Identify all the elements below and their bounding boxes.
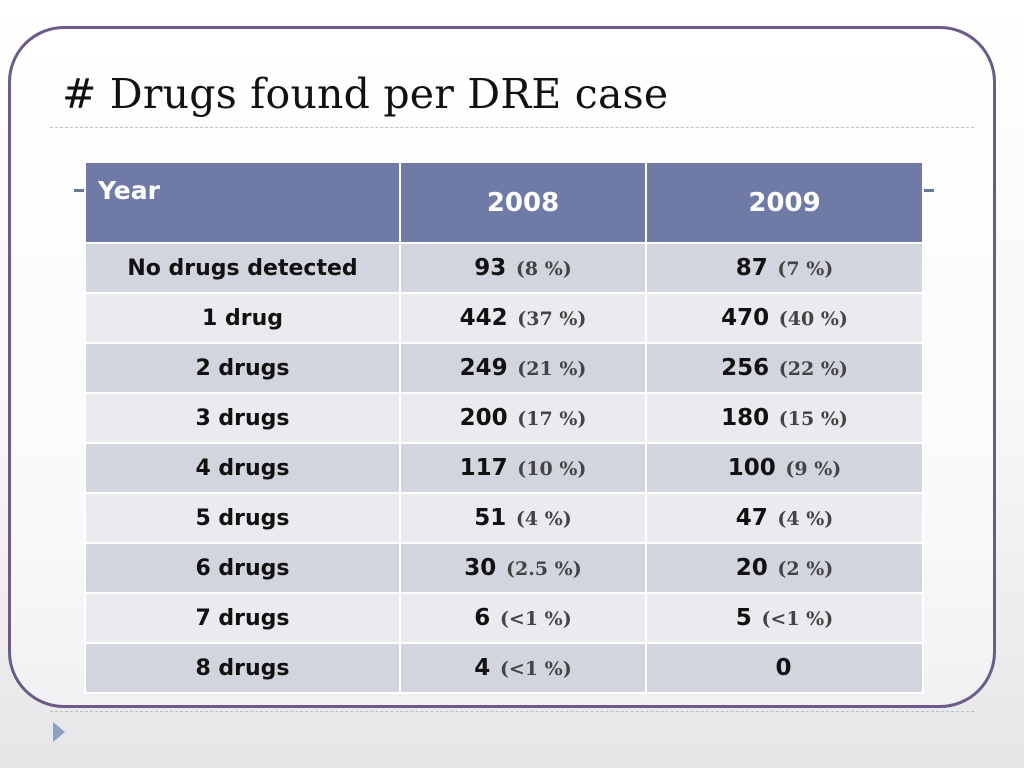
table-row: 6 drugs 30 (2.5 %) 20 (2 %) <box>84 542 924 594</box>
count-2009: 47 <box>735 505 768 531</box>
cell-2008: 442 (37 %) <box>399 292 647 344</box>
count-2008: 51 <box>474 505 507 531</box>
slide-title: # Drugs found per DRE case <box>62 70 669 118</box>
cell-2008: 30 (2.5 %) <box>399 542 647 594</box>
percent-2009: (2 %) <box>777 558 834 580</box>
table-body: No drugs detected 93 (8 %) 87 (7 %) 1 drug 4… <box>84 242 924 694</box>
title-divider <box>50 127 974 128</box>
percent-2009: (9 %) <box>785 458 842 480</box>
count-2009: 100 <box>727 455 776 481</box>
footer-divider <box>50 711 974 712</box>
cell-2008: 117 (10 %) <box>399 442 647 494</box>
cell-2009: 180 (15 %) <box>645 392 924 444</box>
percent-2008: (21 %) <box>517 358 587 380</box>
count-2008: 117 <box>459 455 508 481</box>
row-label: 1 drug <box>84 292 401 344</box>
table-row: 5 drugs 51 (4 %) 47 (4 %) <box>84 492 924 544</box>
count-2009: 87 <box>735 255 768 281</box>
header-2009: 2009 <box>645 161 924 244</box>
percent-2009: (40 %) <box>778 308 848 330</box>
cell-2009: 47 (4 %) <box>645 492 924 544</box>
percent-2008: (37 %) <box>517 308 587 330</box>
count-2008: 4 <box>474 655 491 681</box>
row-label: 6 drugs <box>84 542 401 594</box>
percent-2008: (8 %) <box>515 258 572 280</box>
table-header-row: Year 2008 2009 <box>84 161 924 244</box>
percent-2009: (22 %) <box>778 358 848 380</box>
percent-2008: (<1 %) <box>499 658 572 680</box>
table-row: 2 drugs 249 (21 %) 256 (22 %) <box>84 342 924 394</box>
row-label: 7 drugs <box>84 592 401 644</box>
percent-2009: (4 %) <box>777 508 834 530</box>
count-2008: 93 <box>474 255 507 281</box>
right-accent-dash <box>923 189 934 192</box>
percent-2008: (2.5 %) <box>505 558 582 580</box>
percent-2009: (<1 %) <box>761 608 834 630</box>
count-2009: 20 <box>735 555 768 581</box>
count-2009: 470 <box>721 305 770 331</box>
cell-2009: 256 (22 %) <box>645 342 924 394</box>
drugs-per-case-table: Year 2008 2009 No drugs detected 93 (8 %)… <box>84 161 924 694</box>
count-2008: 200 <box>459 405 508 431</box>
count-2009: 180 <box>721 405 770 431</box>
cell-2008: 93 (8 %) <box>399 242 647 294</box>
percent-2008: (10 %) <box>517 458 587 480</box>
table-row: 1 drug 442 (37 %) 470 (40 %) <box>84 292 924 344</box>
row-label: 4 drugs <box>84 442 401 494</box>
header-2008: 2008 <box>399 161 647 244</box>
row-label: 8 drugs <box>84 642 401 694</box>
cell-2008: 51 (4 %) <box>399 492 647 544</box>
count-2009: 256 <box>721 355 770 381</box>
count-2008: 442 <box>459 305 508 331</box>
cell-2009: 100 (9 %) <box>645 442 924 494</box>
table-row: 4 drugs 117 (10 %) 100 (9 %) <box>84 442 924 494</box>
table-row: 3 drugs 200 (17 %) 180 (15 %) <box>84 392 924 444</box>
count-2008: 6 <box>474 605 491 631</box>
cell-2008: 6 (<1 %) <box>399 592 647 644</box>
cell-2009: 20 (2 %) <box>645 542 924 594</box>
cell-2009: 0 <box>645 642 924 694</box>
cell-2009: 470 (40 %) <box>645 292 924 344</box>
percent-2009: (15 %) <box>778 408 848 430</box>
count-2009: 5 <box>735 605 752 631</box>
cell-2008: 249 (21 %) <box>399 342 647 394</box>
cell-2008: 4 (<1 %) <box>399 642 647 694</box>
table-row: No drugs detected 93 (8 %) 87 (7 %) <box>84 242 924 294</box>
row-label: 3 drugs <box>84 392 401 444</box>
percent-2008: (4 %) <box>515 508 572 530</box>
table-row: 8 drugs 4 (<1 %) 0 <box>84 642 924 694</box>
row-label: No drugs detected <box>84 242 401 294</box>
triangle-right-icon[interactable] <box>53 722 65 742</box>
cell-2009: 87 (7 %) <box>645 242 924 294</box>
cell-2008: 200 (17 %) <box>399 392 647 444</box>
cell-2009: 5 (<1 %) <box>645 592 924 644</box>
percent-2008: (<1 %) <box>499 608 572 630</box>
count-2008: 249 <box>459 355 508 381</box>
row-label: 5 drugs <box>84 492 401 544</box>
row-label: 2 drugs <box>84 342 401 394</box>
header-year: Year <box>84 161 401 244</box>
percent-2008: (17 %) <box>517 408 587 430</box>
percent-2009: (7 %) <box>777 258 834 280</box>
count-2009: 0 <box>775 655 792 681</box>
table-row: 7 drugs 6 (<1 %) 5 (<1 %) <box>84 592 924 644</box>
count-2008: 30 <box>464 555 497 581</box>
left-accent-dash <box>74 189 85 192</box>
